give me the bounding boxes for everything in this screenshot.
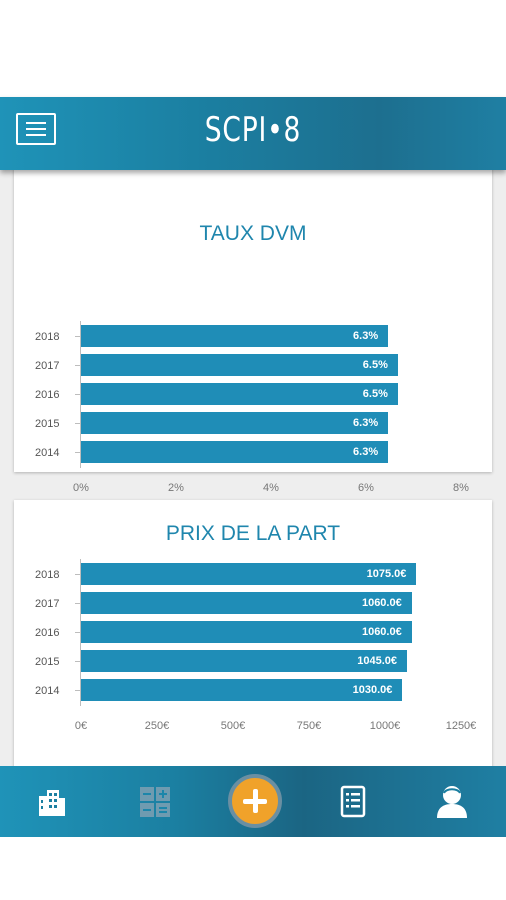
bar-2018: 1075.0€ — [81, 563, 417, 585]
menu-icon-line — [26, 134, 46, 136]
bar-2017: 1060.0€ — [81, 592, 412, 614]
bar-value-label: 1030.0€ — [352, 684, 393, 696]
y-tick-label: 2015 — [35, 656, 60, 668]
x-tick-label: 6% — [358, 482, 374, 494]
add-icon — [232, 778, 278, 824]
nav-documents-button[interactable] — [338, 784, 368, 820]
nav-profile-button[interactable] — [434, 782, 470, 820]
building-icon — [39, 790, 65, 816]
x-tick-label: 0% — [73, 482, 89, 494]
y-axis-line — [80, 559, 81, 706]
bottom-navigation — [0, 766, 506, 837]
x-tick-label: 750€ — [296, 720, 322, 732]
y-tick-label: 2018 — [35, 331, 60, 343]
y-tick-mark — [75, 574, 80, 575]
y-tick-mark — [75, 423, 80, 424]
x-tick-label: 1000€ — [369, 720, 401, 732]
bar-2018: 6.3% — [81, 325, 389, 347]
app-title: SCPI•8 — [204, 110, 302, 150]
bar-chart-taux-dvm: 2018 6.3% 2017 6.5% 2016 6.5% 2015 6.3% 2014 6.3%… — [14, 132, 492, 494]
document-list-icon — [340, 785, 366, 818]
bar-chart-prix-part: 2018 1075.0€ 2017 1060.0€ 2016 1060.0€ 2015 104… — [14, 500, 492, 820]
bar-2016: 1060.0€ — [81, 621, 412, 643]
bar-value-label: 6.5% — [362, 388, 388, 400]
bar-2016: 6.5% — [81, 383, 398, 405]
x-tick-label: 4% — [263, 482, 279, 494]
chart-card-prix-part: PRIX DE LA PART 2018 1075.0€ 2017 1060.0€ 20… — [14, 500, 492, 820]
content-area: TAUX DVM 2018 6.3% 2017 6.5% 2016 6.5% 2015 6.3… — [0, 97, 506, 837]
y-tick-label: 2018 — [35, 569, 60, 581]
y-axis-line — [80, 321, 81, 468]
chart-title-prix-part: PRIX DE LA PART — [165, 522, 341, 545]
y-tick-label: 2017 — [35, 360, 60, 372]
menu-icon — [26, 122, 46, 124]
y-tick-mark — [75, 661, 80, 662]
y-tick-label: 2015 — [35, 418, 60, 430]
nav-calculator-button[interactable] — [137, 784, 173, 820]
y-tick-label: 2016 — [35, 389, 60, 401]
bar-2014: 1030.0€ — [81, 679, 403, 701]
x-tick-label: 1250€ — [445, 720, 477, 732]
bar-2017: 6.5% — [81, 354, 398, 376]
y-tick-label: 2017 — [35, 598, 60, 610]
x-tick-label: 2% — [168, 482, 184, 494]
y-tick-mark — [75, 394, 80, 395]
x-tick-label: 500€ — [220, 720, 246, 732]
menu-button[interactable] — [16, 113, 56, 145]
nav-properties-button[interactable] — [34, 784, 70, 820]
x-tick-label: 8% — [453, 482, 469, 494]
y-tick-mark — [75, 632, 80, 633]
bar-value-label: 1045.0€ — [357, 655, 398, 667]
y-tick-mark — [75, 690, 80, 691]
bar-2015: 6.3% — [81, 412, 389, 434]
bar-value-label: 6.3% — [353, 446, 379, 458]
calculator-icon — [140, 787, 170, 817]
user-icon — [437, 786, 467, 818]
add-button[interactable] — [228, 774, 282, 828]
bar-value-label: 6.3% — [353, 417, 379, 429]
y-tick-mark — [75, 452, 80, 453]
menu-icon-line — [26, 128, 46, 130]
bar-2014: 6.3% — [81, 441, 389, 463]
bar-value-label: 6.5% — [362, 359, 388, 371]
y-tick-label: 2016 — [35, 627, 60, 639]
bar-value-label: 1060.0€ — [361, 626, 402, 638]
y-tick-mark — [75, 336, 80, 337]
bar-value-label: 6.3% — [353, 330, 379, 342]
chart-title-taux-dvm: TAUX DVM — [199, 222, 307, 245]
x-tick-label: 250€ — [144, 720, 170, 732]
chart-card-taux-dvm: TAUX DVM 2018 6.3% 2017 6.5% 2016 6.5% 2015 6.3… — [14, 132, 492, 494]
bar-value-label: 1075.0€ — [366, 568, 407, 580]
x-tick-label: 0€ — [74, 720, 88, 732]
bar-value-label: 1060.0€ — [361, 597, 402, 609]
y-tick-mark — [75, 365, 80, 366]
app-header: SCPI•8 — [0, 97, 506, 170]
y-tick-label: 2014 — [35, 447, 60, 459]
bar-2015: 1045.0€ — [81, 650, 408, 672]
y-tick-label: 2014 — [35, 685, 60, 697]
y-tick-mark — [75, 603, 80, 604]
